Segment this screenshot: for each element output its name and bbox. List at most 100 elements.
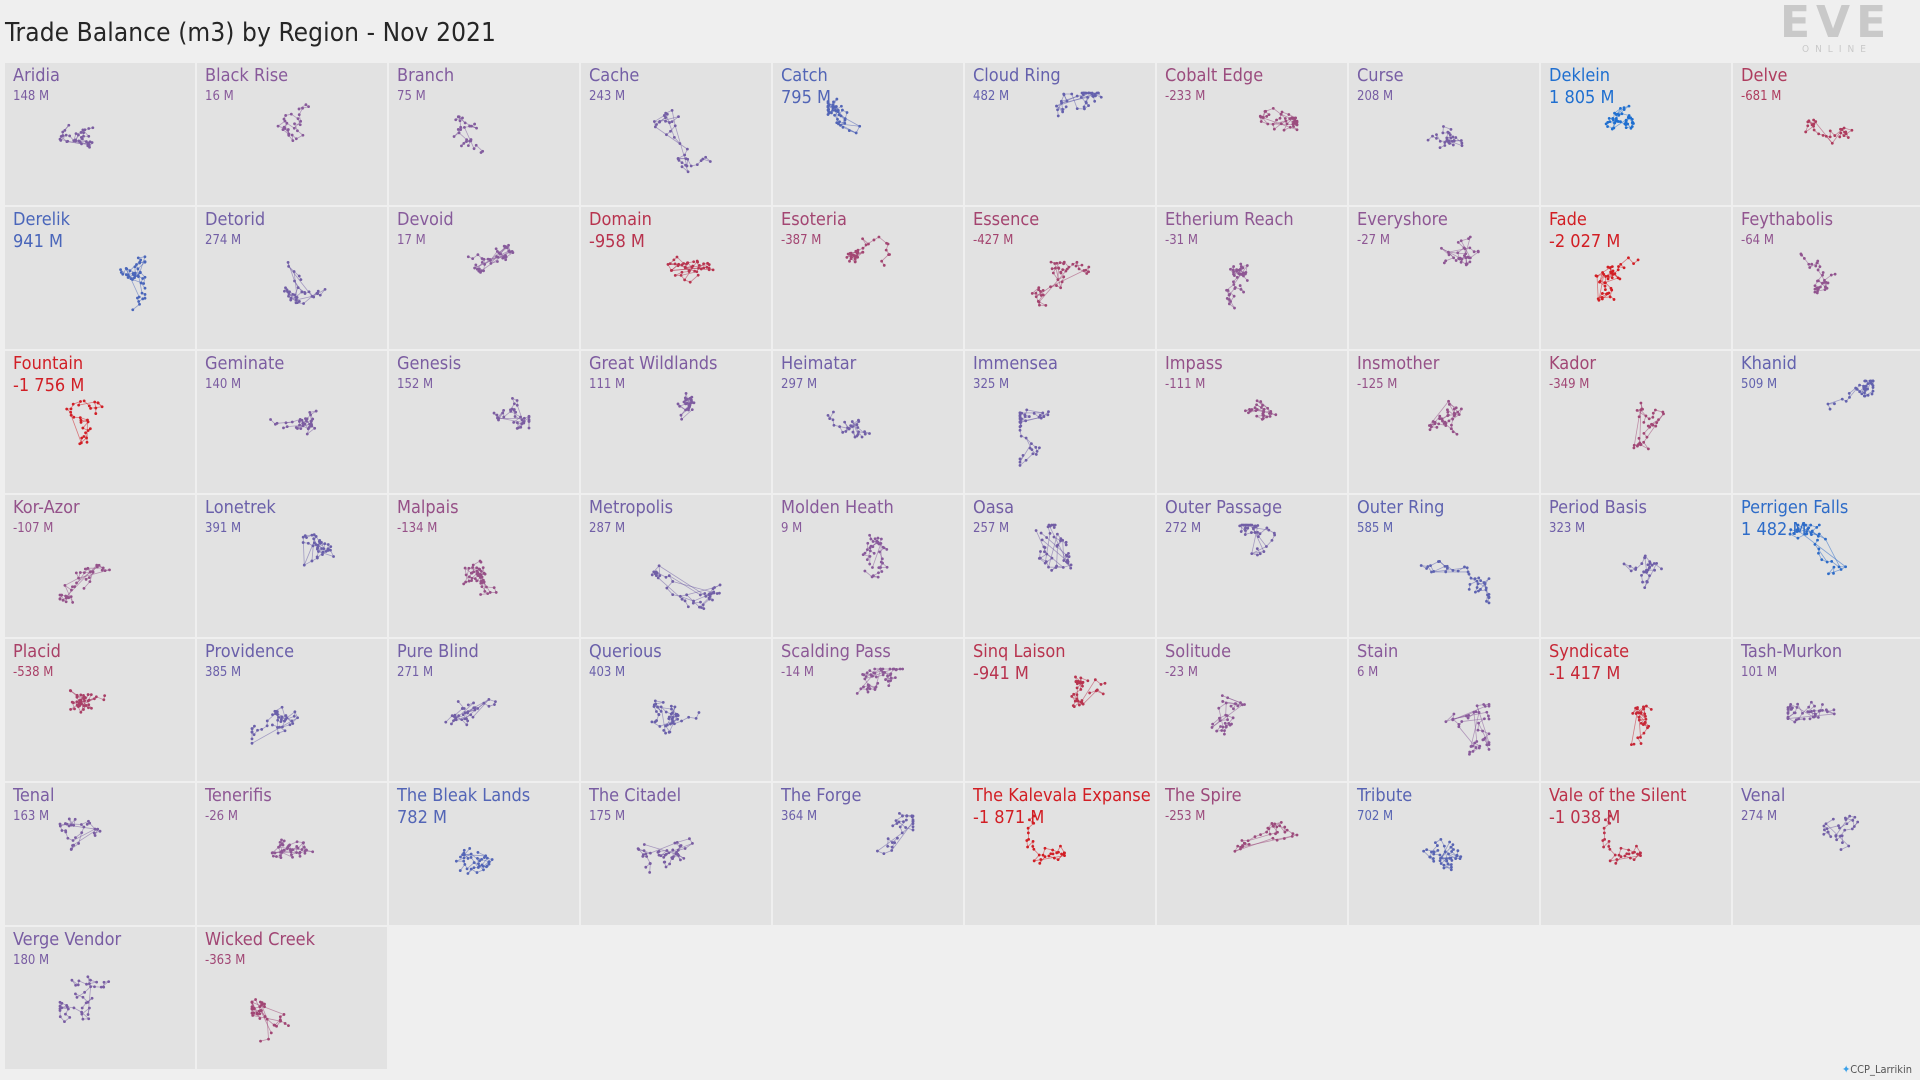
system-point [1866, 393, 1870, 397]
system-point [79, 710, 83, 714]
region-value: -233 M [1165, 89, 1206, 104]
system-point [92, 831, 96, 835]
system-point [1090, 91, 1094, 95]
system-point [1640, 574, 1643, 577]
region-value: 323 M [1549, 521, 1586, 536]
system-point [1056, 278, 1060, 282]
system-point [83, 990, 86, 994]
connection-line [1849, 384, 1860, 398]
system-point [844, 430, 848, 433]
system-point [1611, 118, 1615, 122]
connection-line [1648, 419, 1659, 427]
system-point [911, 814, 915, 818]
connection-line [490, 256, 497, 264]
system-point [1236, 704, 1240, 708]
system-point [1444, 570, 1448, 574]
system-point [1642, 707, 1646, 711]
system-point [75, 996, 79, 999]
system-point [1647, 566, 1651, 570]
system-point [691, 601, 695, 605]
system-point [457, 714, 461, 718]
system-point [483, 263, 487, 266]
system-point [1610, 288, 1614, 292]
system-point [1456, 410, 1460, 414]
region-name: Tribute [1357, 785, 1413, 806]
system-point [882, 546, 886, 550]
system-point [1619, 855, 1623, 859]
system-point [472, 866, 476, 870]
system-point [1290, 834, 1294, 838]
system-point [64, 594, 68, 598]
system-point [1450, 859, 1454, 862]
system-point [293, 279, 296, 283]
system-point [1039, 550, 1042, 553]
system-point [861, 250, 865, 254]
system-point [1258, 552, 1262, 556]
system-point [302, 845, 306, 849]
connection-line [1273, 108, 1282, 115]
system-point [1037, 286, 1041, 290]
region-value: -26 M [205, 809, 238, 824]
system-point [1232, 280, 1235, 284]
system-point [277, 715, 281, 719]
system-point [1425, 567, 1428, 570]
system-point [61, 598, 65, 602]
connection-line [78, 401, 95, 406]
system-point [1653, 408, 1657, 412]
system-point [687, 269, 691, 273]
system-point [276, 713, 279, 717]
system-point [1826, 830, 1830, 834]
system-point [1221, 700, 1225, 703]
system-point [87, 143, 91, 147]
system-point [690, 408, 694, 412]
system-point [1053, 266, 1057, 270]
system-point [1832, 708, 1836, 712]
system-point [856, 426, 860, 429]
system-point [1047, 854, 1051, 858]
system-point [1839, 127, 1842, 131]
system-point [1079, 688, 1083, 691]
system-point [702, 607, 706, 611]
system-point [74, 983, 78, 987]
system-point [302, 563, 306, 567]
system-point [1627, 852, 1631, 856]
system-point [1469, 576, 1473, 580]
system-point [885, 565, 889, 569]
connection-line [1441, 857, 1449, 865]
system-point [1049, 852, 1053, 856]
system-point [855, 691, 859, 695]
connection-line [1797, 533, 1806, 539]
system-point [1233, 849, 1237, 853]
system-point [1442, 261, 1446, 265]
region-cell: Sinq Laison -941 M [965, 639, 1155, 781]
region-name: Perrigen Falls [1741, 497, 1849, 518]
system-point [294, 298, 298, 302]
system-point [665, 723, 669, 727]
system-point [1242, 271, 1245, 275]
system-point [485, 585, 488, 589]
system-point [664, 710, 668, 714]
region-cell: Perrigen Falls 1 482 M [1733, 495, 1920, 637]
system-point [849, 257, 853, 261]
system-point [1818, 265, 1822, 269]
system-point [82, 586, 86, 590]
system-point [290, 719, 294, 723]
system-point [1024, 419, 1028, 423]
system-point [100, 568, 104, 572]
system-point [680, 417, 684, 421]
system-point [513, 415, 517, 418]
system-point [479, 593, 483, 596]
system-point [1065, 267, 1069, 271]
system-point [84, 1001, 88, 1005]
system-point [298, 123, 302, 127]
system-point [250, 1000, 254, 1004]
system-point [664, 575, 668, 579]
system-point [457, 115, 461, 119]
region-value: -31 M [1165, 233, 1198, 248]
system-point [1287, 113, 1291, 116]
system-point [1259, 406, 1263, 409]
region-cell: Derelik 941 M [5, 207, 195, 349]
system-point [1026, 826, 1030, 830]
system-point [1446, 410, 1450, 414]
system-point [312, 541, 316, 545]
